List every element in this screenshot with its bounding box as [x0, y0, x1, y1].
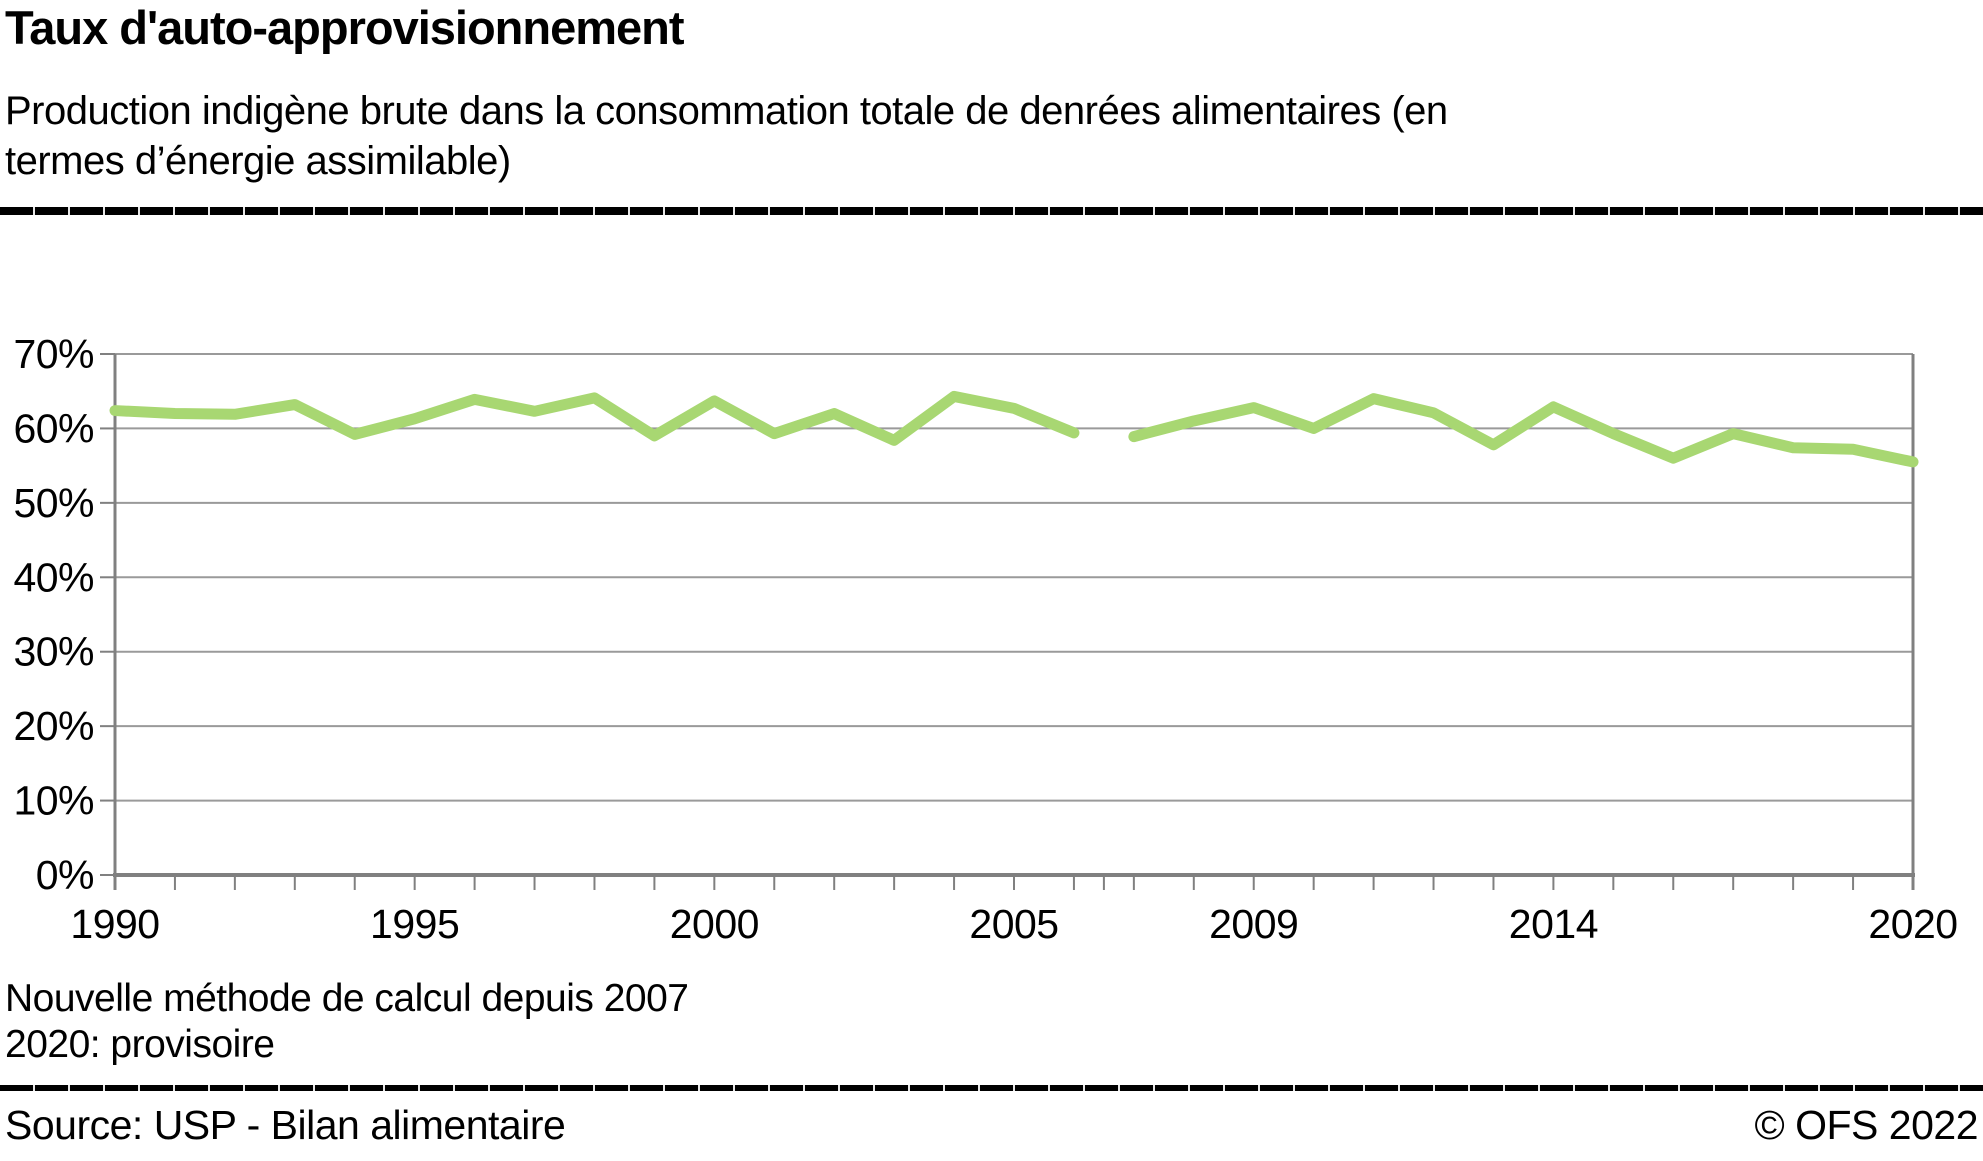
page-title: Taux d'auto-approvisionnement — [5, 1, 685, 54]
y-axis-ticks — [100, 353, 115, 876]
bottom-divider — [0, 1085, 1983, 1091]
svg-text:1995: 1995 — [370, 901, 459, 947]
svg-text:2000: 2000 — [670, 901, 759, 947]
footer: Source: USP - Bilan alimentaire © OFS 20… — [5, 1102, 1979, 1149]
svg-text:30%: 30% — [13, 629, 94, 675]
svg-text:50%: 50% — [13, 480, 94, 526]
axes — [113, 354, 1915, 890]
source-label: Source: USP - Bilan alimentaire — [5, 1102, 566, 1148]
page-subtitle: Production indigène brute dans la consom… — [5, 86, 1448, 186]
top-divider — [0, 207, 1983, 215]
data-line-new-method — [1128, 393, 1919, 468]
svg-text:40%: 40% — [13, 554, 94, 600]
svg-text:2020: 2020 — [1868, 901, 1957, 947]
data-line-old-method — [109, 390, 1080, 446]
svg-text:20%: 20% — [13, 703, 94, 749]
svg-text:2014: 2014 — [1509, 901, 1598, 947]
footnotes: Nouvelle méthode de calcul depuis 2007 2… — [5, 976, 689, 1068]
svg-text:1990: 1990 — [70, 901, 159, 947]
footnote-method: Nouvelle méthode de calcul depuis 2007 — [5, 977, 689, 1020]
svg-text:2005: 2005 — [969, 901, 1058, 947]
x-tick-labels: 1990 1995 2000 2005 2009 2014 2020 — [70, 901, 1958, 947]
gridlines — [115, 353, 1913, 802]
svg-text:70%: 70% — [13, 331, 94, 377]
x-axis-ticks — [114, 875, 1914, 890]
copyright-label: © OFS 2022 — [1754, 1102, 1979, 1148]
page-subtitle-line1: Production indigène brute dans la consom… — [5, 89, 1448, 133]
footnote-provisional: 2020: provisoire — [5, 1023, 275, 1066]
svg-text:10%: 10% — [13, 778, 94, 824]
svg-text:2009: 2009 — [1209, 901, 1298, 947]
page-subtitle-line2: termes d’énergie assimilable) — [5, 139, 511, 183]
y-tick-labels: 0% 10% 20% 30% 40% 50% 60% 70% — [13, 331, 94, 898]
svg-text:60%: 60% — [13, 405, 94, 451]
svg-text:0%: 0% — [36, 852, 94, 898]
